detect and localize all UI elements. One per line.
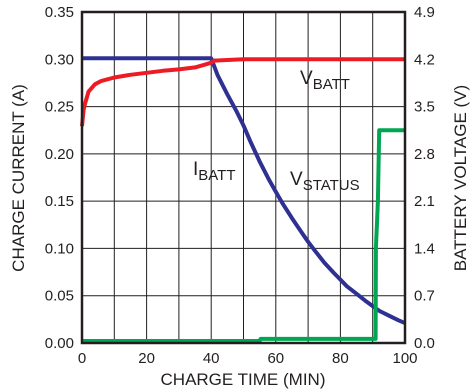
left-y-tick-label: 0.25 [45, 99, 74, 116]
left-y-tick-label: 0.05 [45, 288, 74, 305]
v-status-label: VSTATUS [290, 169, 360, 194]
i-batt-line [82, 56, 406, 325]
right-y-tick-label: 1.4 [414, 240, 435, 257]
right-y-tick-label: 0.0 [414, 335, 435, 352]
left-y-tick-label: 0.20 [45, 146, 74, 163]
left-y-tick-label: 0.00 [45, 335, 74, 352]
i-batt-label: IBATT [193, 159, 236, 184]
v-batt-label: VBATT [300, 68, 350, 93]
right-y-tick-label: 4.2 [414, 51, 435, 68]
x-tick-label: 0 [78, 350, 86, 367]
plot-frame [80, 10, 407, 345]
x-tick-label: 100 [392, 350, 417, 367]
x-tick-label: 80 [332, 350, 349, 367]
v-batt-line [80, 57, 405, 127]
v-status-line [82, 128, 405, 343]
x-axis-title: CHARGE TIME (MIN) [161, 370, 326, 389]
left-y-tick-label: 0.15 [45, 193, 74, 210]
right-y-tick-label: 0.7 [414, 288, 435, 305]
left-y-tick-label: 0.10 [45, 240, 74, 257]
gridlines [82, 12, 405, 343]
tick-labels: 0 20 40 60 80 100 0.00 0.05 0.10 0.15 0.20 0.25 0.30… [45, 4, 435, 367]
x-tick-label: 20 [138, 350, 155, 367]
right-y-tick-label: 2.1 [414, 193, 435, 210]
left-y-tick-label: 0.30 [45, 51, 74, 68]
left-y-tick-label: 0.35 [45, 4, 74, 21]
series-lines [80, 56, 406, 343]
right-y-tick-label: 4.9 [414, 4, 435, 21]
right-y-tick-label: 3.5 [414, 99, 435, 116]
x-tick-label: 40 [203, 350, 220, 367]
x-tick-label: 60 [267, 350, 284, 367]
right-y-axis-title: BATTERY VOLTAGE (V) [451, 85, 470, 271]
left-y-axis-title: CHARGE CURRENT (A) [9, 84, 28, 272]
right-y-tick-label: 2.8 [414, 146, 435, 163]
